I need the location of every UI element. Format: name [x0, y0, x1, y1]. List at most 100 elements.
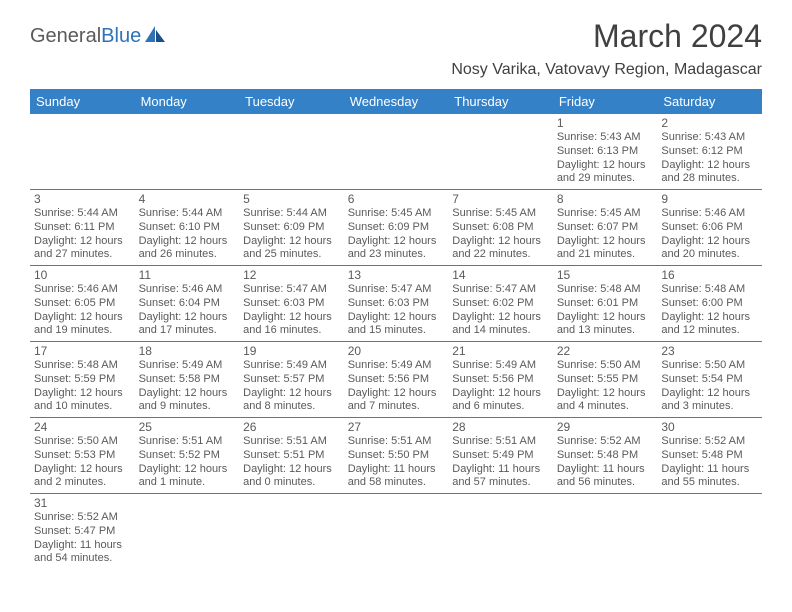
day-info: Sunrise: 5:48 AMSunset: 6:01 PMDaylight:…	[557, 283, 654, 338]
daylight-text: Daylight: 12 hours and 25 minutes.	[243, 235, 340, 263]
calendar-cell: 16Sunrise: 5:48 AMSunset: 6:00 PMDayligh…	[657, 266, 762, 342]
day-info: Sunrise: 5:48 AMSunset: 5:59 PMDaylight:…	[34, 359, 131, 414]
sunset-text: Sunset: 6:00 PM	[661, 297, 758, 311]
calendar-row: 24Sunrise: 5:50 AMSunset: 5:53 PMDayligh…	[30, 418, 762, 494]
day-info: Sunrise: 5:50 AMSunset: 5:53 PMDaylight:…	[34, 435, 131, 490]
day-number: 7	[452, 192, 549, 206]
sunset-text: Sunset: 5:52 PM	[139, 449, 236, 463]
day-number: 19	[243, 344, 340, 358]
sunset-text: Sunset: 6:02 PM	[452, 297, 549, 311]
day-info: Sunrise: 5:44 AMSunset: 6:11 PMDaylight:…	[34, 207, 131, 262]
day-number: 24	[34, 420, 131, 434]
day-number: 31	[34, 496, 131, 510]
day-number: 28	[452, 420, 549, 434]
day-info: Sunrise: 5:50 AMSunset: 5:54 PMDaylight:…	[661, 359, 758, 414]
calendar-cell: 26Sunrise: 5:51 AMSunset: 5:51 PMDayligh…	[239, 418, 344, 494]
daylight-text: Daylight: 12 hours and 9 minutes.	[139, 387, 236, 415]
sunrise-text: Sunrise: 5:44 AM	[139, 207, 236, 221]
sunset-text: Sunset: 5:57 PM	[243, 373, 340, 387]
calendar-cell: 17Sunrise: 5:48 AMSunset: 5:59 PMDayligh…	[30, 342, 135, 418]
sunset-text: Sunset: 5:56 PM	[452, 373, 549, 387]
sunset-text: Sunset: 6:08 PM	[452, 221, 549, 235]
calendar-cell-empty	[30, 114, 135, 190]
sunrise-text: Sunrise: 5:52 AM	[34, 511, 131, 525]
sunrise-text: Sunrise: 5:52 AM	[661, 435, 758, 449]
sunset-text: Sunset: 6:07 PM	[557, 221, 654, 235]
sunrise-text: Sunrise: 5:49 AM	[139, 359, 236, 373]
sunrise-text: Sunrise: 5:51 AM	[139, 435, 236, 449]
calendar-cell-empty	[344, 494, 449, 570]
calendar-cell: 12Sunrise: 5:47 AMSunset: 6:03 PMDayligh…	[239, 266, 344, 342]
calendar-cell-empty	[657, 494, 762, 570]
sunrise-text: Sunrise: 5:47 AM	[348, 283, 445, 297]
sunset-text: Sunset: 6:05 PM	[34, 297, 131, 311]
day-info: Sunrise: 5:46 AMSunset: 6:06 PMDaylight:…	[661, 207, 758, 262]
calendar-cell-empty	[448, 114, 553, 190]
calendar-cell: 29Sunrise: 5:52 AMSunset: 5:48 PMDayligh…	[553, 418, 658, 494]
calendar-row: 10Sunrise: 5:46 AMSunset: 6:05 PMDayligh…	[30, 266, 762, 342]
logo: GeneralBlue	[30, 24, 167, 49]
calendar-cell-empty	[239, 114, 344, 190]
day-info: Sunrise: 5:46 AMSunset: 6:04 PMDaylight:…	[139, 283, 236, 338]
day-number: 29	[557, 420, 654, 434]
sunrise-text: Sunrise: 5:48 AM	[557, 283, 654, 297]
calendar-cell-empty	[344, 114, 449, 190]
calendar-body: 1Sunrise: 5:43 AMSunset: 6:13 PMDaylight…	[30, 114, 762, 569]
calendar-cell: 25Sunrise: 5:51 AMSunset: 5:52 PMDayligh…	[135, 418, 240, 494]
day-info: Sunrise: 5:46 AMSunset: 6:05 PMDaylight:…	[34, 283, 131, 338]
daylight-text: Daylight: 12 hours and 2 minutes.	[34, 463, 131, 491]
day-info: Sunrise: 5:49 AMSunset: 5:58 PMDaylight:…	[139, 359, 236, 414]
sunset-text: Sunset: 5:51 PM	[243, 449, 340, 463]
day-header: Friday	[553, 89, 658, 114]
calendar-cell: 22Sunrise: 5:50 AMSunset: 5:55 PMDayligh…	[553, 342, 658, 418]
sunrise-text: Sunrise: 5:49 AM	[348, 359, 445, 373]
day-number: 21	[452, 344, 549, 358]
calendar-cell: 4Sunrise: 5:44 AMSunset: 6:10 PMDaylight…	[135, 190, 240, 266]
calendar-cell: 19Sunrise: 5:49 AMSunset: 5:57 PMDayligh…	[239, 342, 344, 418]
daylight-text: Daylight: 12 hours and 0 minutes.	[243, 463, 340, 491]
calendar-cell: 20Sunrise: 5:49 AMSunset: 5:56 PMDayligh…	[344, 342, 449, 418]
day-info: Sunrise: 5:43 AMSunset: 6:13 PMDaylight:…	[557, 131, 654, 186]
sunrise-text: Sunrise: 5:46 AM	[34, 283, 131, 297]
calendar-cell: 2Sunrise: 5:43 AMSunset: 6:12 PMDaylight…	[657, 114, 762, 190]
daylight-text: Daylight: 11 hours and 58 minutes.	[348, 463, 445, 491]
calendar-cell-empty	[135, 494, 240, 570]
daylight-text: Daylight: 12 hours and 19 minutes.	[34, 311, 131, 339]
day-number: 2	[661, 116, 758, 130]
daylight-text: Daylight: 12 hours and 22 minutes.	[452, 235, 549, 263]
daylight-text: Daylight: 11 hours and 56 minutes.	[557, 463, 654, 491]
title-block: March 2024 Nosy Varika, Vatovavy Region,…	[451, 18, 762, 79]
logo-text-blue: Blue	[101, 25, 141, 48]
day-info: Sunrise: 5:47 AMSunset: 6:02 PMDaylight:…	[452, 283, 549, 338]
day-number: 13	[348, 268, 445, 282]
daylight-text: Daylight: 12 hours and 12 minutes.	[661, 311, 758, 339]
daylight-text: Daylight: 12 hours and 17 minutes.	[139, 311, 236, 339]
day-info: Sunrise: 5:51 AMSunset: 5:49 PMDaylight:…	[452, 435, 549, 490]
day-number: 16	[661, 268, 758, 282]
day-info: Sunrise: 5:52 AMSunset: 5:47 PMDaylight:…	[34, 511, 131, 566]
sunset-text: Sunset: 6:04 PM	[139, 297, 236, 311]
calendar-cell-empty	[239, 494, 344, 570]
day-number: 15	[557, 268, 654, 282]
calendar-cell: 15Sunrise: 5:48 AMSunset: 6:01 PMDayligh…	[553, 266, 658, 342]
daylight-text: Daylight: 12 hours and 23 minutes.	[348, 235, 445, 263]
calendar-cell: 24Sunrise: 5:50 AMSunset: 5:53 PMDayligh…	[30, 418, 135, 494]
day-header: Tuesday	[239, 89, 344, 114]
day-info: Sunrise: 5:49 AMSunset: 5:56 PMDaylight:…	[348, 359, 445, 414]
daylight-text: Daylight: 12 hours and 4 minutes.	[557, 387, 654, 415]
daylight-text: Daylight: 12 hours and 14 minutes.	[452, 311, 549, 339]
sunrise-text: Sunrise: 5:44 AM	[34, 207, 131, 221]
day-number: 4	[139, 192, 236, 206]
day-info: Sunrise: 5:47 AMSunset: 6:03 PMDaylight:…	[348, 283, 445, 338]
calendar-cell: 8Sunrise: 5:45 AMSunset: 6:07 PMDaylight…	[553, 190, 658, 266]
sunrise-text: Sunrise: 5:51 AM	[243, 435, 340, 449]
sunset-text: Sunset: 6:12 PM	[661, 145, 758, 159]
daylight-text: Daylight: 12 hours and 7 minutes.	[348, 387, 445, 415]
calendar-cell: 18Sunrise: 5:49 AMSunset: 5:58 PMDayligh…	[135, 342, 240, 418]
daylight-text: Daylight: 12 hours and 3 minutes.	[661, 387, 758, 415]
daylight-text: Daylight: 11 hours and 54 minutes.	[34, 539, 131, 567]
daylight-text: Daylight: 11 hours and 55 minutes.	[661, 463, 758, 491]
day-header: Wednesday	[344, 89, 449, 114]
sunset-text: Sunset: 6:01 PM	[557, 297, 654, 311]
daylight-text: Daylight: 12 hours and 10 minutes.	[34, 387, 131, 415]
